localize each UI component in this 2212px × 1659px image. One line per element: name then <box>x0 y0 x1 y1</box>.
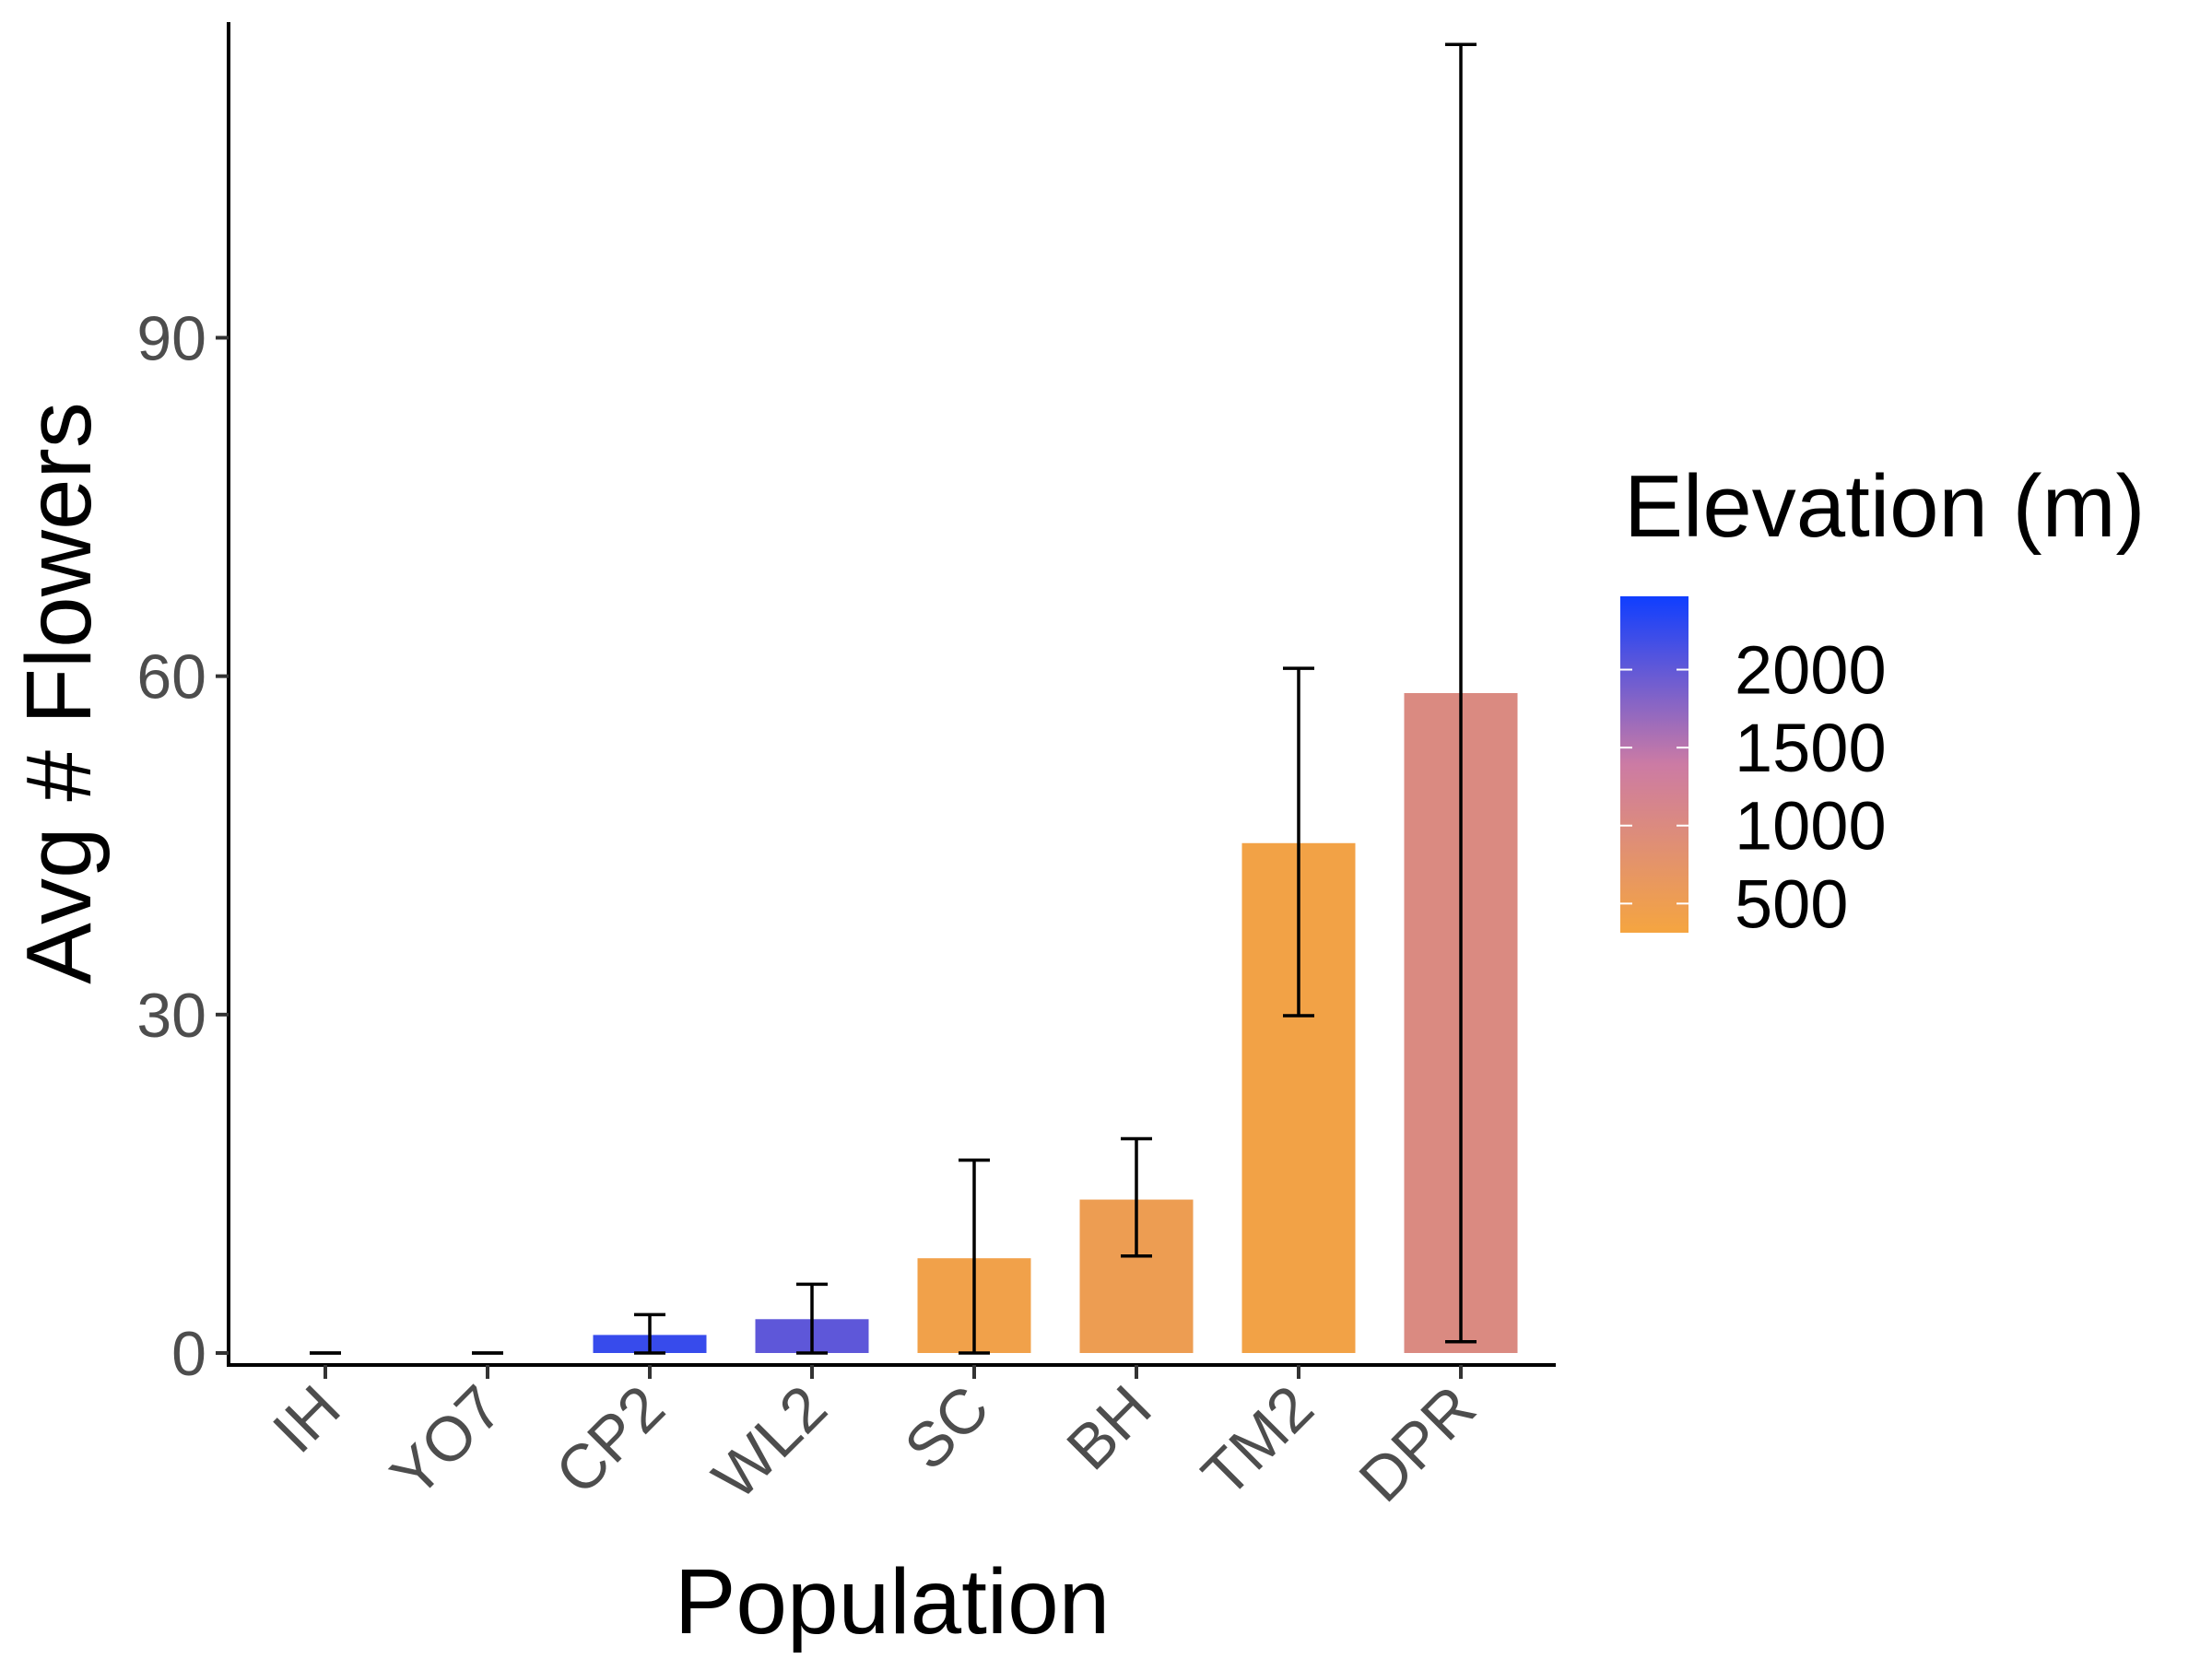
errorbar-sc <box>959 1158 990 1355</box>
errorbar-cp2 <box>634 1312 665 1355</box>
x-tick-label: SC <box>891 1372 1003 1484</box>
errorbar-tm2 <box>1283 666 1314 1018</box>
x-tick-label: DPR <box>1346 1372 1488 1515</box>
y-tick-label: 0 <box>171 1319 206 1389</box>
y-axis-title: Avg # Flowers <box>7 402 111 984</box>
legend-label: 2000 <box>1735 632 1887 709</box>
y-ticks: 0 30 60 90 <box>136 303 229 1389</box>
legend-title: Elevation (m) <box>1624 457 2146 556</box>
x-ticks: IH YO7 CP2 WL2 SC BH TM2 DPR <box>260 1365 1489 1515</box>
legend-label: 1500 <box>1735 710 1887 786</box>
errorbar-wl2 <box>796 1282 828 1355</box>
legend-colorbar <box>1620 596 1688 933</box>
x-tick-label: YO7 <box>378 1372 516 1511</box>
legend-label: 1000 <box>1735 788 1887 865</box>
x-tick-label: TM2 <box>1189 1372 1327 1511</box>
y-tick-label: 30 <box>136 981 206 1051</box>
y-tick-label: 90 <box>136 303 206 373</box>
x-tick-label: WL2 <box>700 1372 841 1513</box>
legend-label: 500 <box>1735 865 1848 942</box>
errorbar-bh <box>1121 1136 1152 1258</box>
x-tick-label: IH <box>260 1372 354 1466</box>
x-tick-label: CP2 <box>542 1372 677 1508</box>
errorbar-dpr <box>1445 42 1477 1344</box>
bars-layer <box>593 693 1518 1353</box>
y-tick-label: 60 <box>136 642 206 712</box>
x-axis-title: Population <box>675 1550 1111 1653</box>
errorbar-layer <box>310 42 1477 1355</box>
x-tick-label: BH <box>1053 1372 1165 1484</box>
